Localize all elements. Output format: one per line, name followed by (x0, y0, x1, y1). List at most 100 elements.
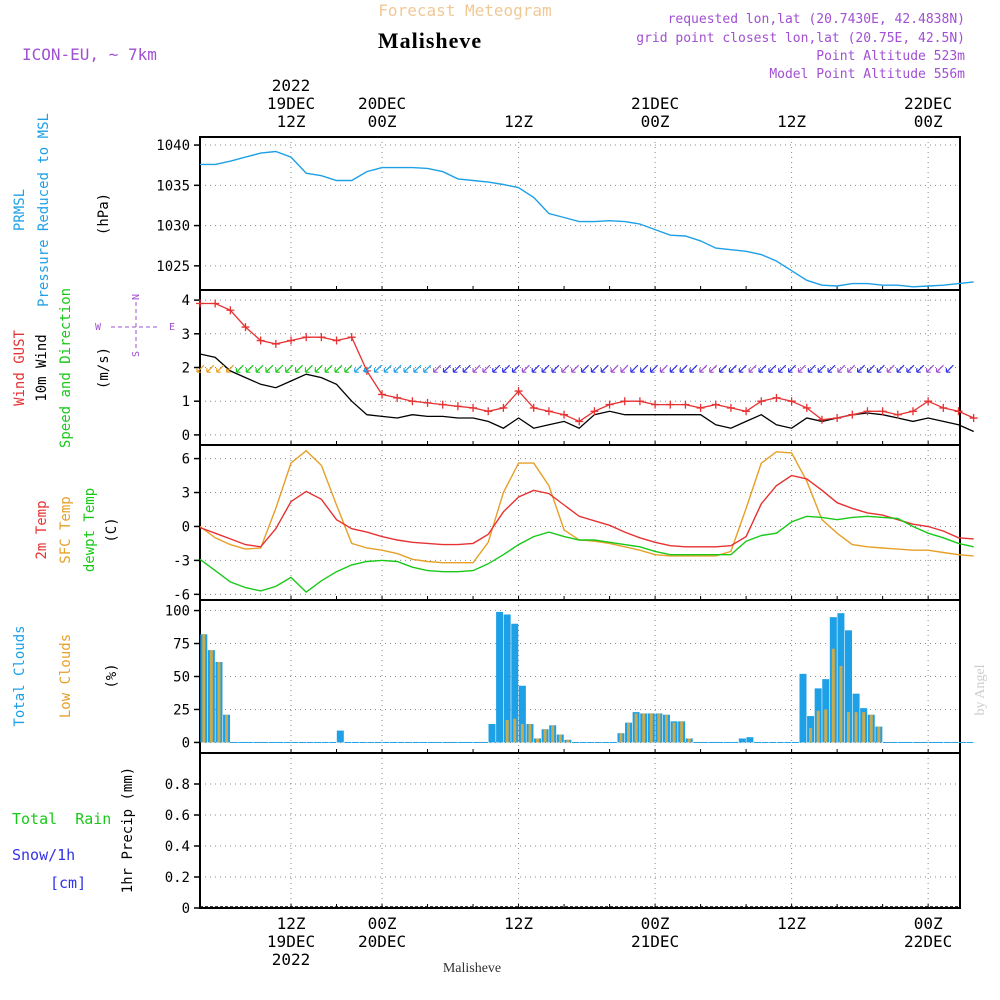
wind-direction-arrow (285, 364, 294, 373)
wind-direction-arrow (728, 364, 737, 373)
bar-low-cloud (202, 634, 206, 743)
y-tick-label: 3 (182, 327, 190, 343)
bar-low-cloud (627, 722, 631, 743)
top-time-label: 19DEC (267, 94, 315, 113)
y-tick-label: 100 (165, 604, 190, 620)
plot-layer: 104010351030102501234630-3-610075502500.… (156, 76, 978, 969)
compass-w: W (95, 322, 102, 333)
wind-direction-arrow (827, 364, 836, 373)
chart-title: Forecast Meteogram (378, 1, 551, 20)
bottom-time-label: 00Z (641, 914, 670, 933)
y-tick-label: 0.4 (165, 839, 190, 855)
gust-marker (423, 398, 432, 407)
wind-direction-arrow (511, 364, 520, 373)
label-2m-temp: 2m Temp (34, 500, 50, 559)
wind-direction-arrow (216, 364, 225, 373)
top-time-label: 21DEC (631, 94, 679, 113)
bar-low-cloud (225, 714, 229, 743)
line-wind-gust (200, 302, 974, 423)
gust-marker (544, 407, 553, 416)
wind-direction-arrow (502, 364, 511, 373)
gust-marker (635, 397, 644, 406)
wind-direction-arrow (452, 364, 461, 373)
bottom-time-label: 12Z (277, 914, 306, 933)
label-speed-direction: Speed and Direction (58, 288, 74, 448)
gust-marker (256, 336, 265, 345)
gust-marker (484, 407, 493, 416)
wind-direction-arrow (314, 364, 323, 373)
gust-marker (742, 407, 751, 416)
bar-total-cloud (503, 614, 511, 743)
point-altitude: Point Altitude 523m (816, 49, 965, 64)
wind-direction-arrow (245, 364, 254, 373)
gust-marker (696, 403, 705, 412)
label-total-clouds: Total Clouds (12, 625, 28, 726)
bar-low-cloud (505, 720, 509, 743)
wind-direction-arrow (334, 364, 343, 373)
wind-direction-arrow (926, 364, 935, 373)
wind-direction-arrow (659, 364, 668, 373)
panel-frame (199, 444, 961, 601)
bottom-time-label: 00Z (914, 914, 943, 933)
wind-direction-arrow (709, 364, 718, 373)
wind-direction-arrow (364, 364, 373, 373)
gust-marker (590, 407, 599, 416)
wind-direction-arrow (196, 364, 205, 373)
y-tick-label: 25 (173, 702, 190, 718)
top-time-label: 2022 (272, 76, 311, 95)
wind-direction-arrow (866, 364, 875, 373)
wind-direction-arrow (640, 364, 649, 373)
gust-marker (605, 400, 614, 409)
bar-low-cloud (831, 648, 835, 743)
wind-direction-arrow (541, 364, 550, 373)
gust-marker (499, 403, 508, 412)
wind-direction-arrow (531, 364, 540, 373)
top-time-label: 12Z (777, 112, 806, 131)
wind-direction-arrow (403, 364, 412, 373)
y-tick-label: -3 (173, 553, 190, 569)
wind-compass: N S W E (95, 294, 175, 357)
wind-direction-arrow (758, 364, 767, 373)
bar-low-cloud (634, 713, 638, 743)
bottom-time-label: 22DEC (904, 932, 952, 951)
y-tick-label: 1040 (156, 138, 190, 154)
bar-low-cloud (551, 725, 555, 743)
gust-marker (908, 407, 917, 416)
panel-wind: 0 1 2 3 4 (182, 289, 961, 446)
gust-marker (332, 336, 341, 345)
gust-marker (711, 400, 720, 409)
wind-direction-arrow (699, 364, 708, 373)
top-time-label: 12Z (277, 112, 306, 131)
wind-direction-arrow (393, 364, 402, 373)
credit-watermark: by Angel (973, 664, 988, 715)
wind-direction-arrow (768, 364, 777, 373)
panel-temp: 6 3 0 -3 -6 (173, 444, 961, 603)
gust-marker (681, 400, 690, 409)
bar-low-cloud (687, 738, 691, 743)
wind-direction-arrow (561, 364, 570, 373)
top-time-label: 00Z (641, 112, 670, 131)
bar-low-cloud (664, 714, 668, 743)
requested-coords: requested lon,lat (20.7430E, 42.4838N) (668, 12, 965, 27)
wind-direction-arrow (945, 364, 954, 373)
wind-direction-arrow (462, 364, 471, 373)
wind-direction-arrow (857, 364, 866, 373)
gust-marker (651, 400, 660, 409)
panel-pressure: 1040 1035 1030 1025 (156, 136, 961, 291)
wind-direction-arrow (610, 364, 619, 373)
wind-direction-arrow (600, 364, 609, 373)
wind-direction-arrow (906, 364, 915, 373)
wind-direction-arrow (206, 364, 215, 373)
bar-low-cloud (847, 712, 851, 743)
label-snow-unit: [cm] (50, 874, 86, 892)
gust-marker (469, 403, 478, 412)
wind-direction-arrow (669, 364, 678, 373)
wind-direction-arrow (580, 364, 589, 373)
pressure-labels: PRMSL Pressure Reduced to MSL (hPa) (12, 113, 112, 307)
gust-marker (378, 390, 387, 399)
bar-total-cloud (518, 685, 526, 743)
panel-frame (199, 752, 961, 909)
bar-low-cloud (566, 739, 570, 743)
wind-direction-arrow (679, 364, 688, 373)
